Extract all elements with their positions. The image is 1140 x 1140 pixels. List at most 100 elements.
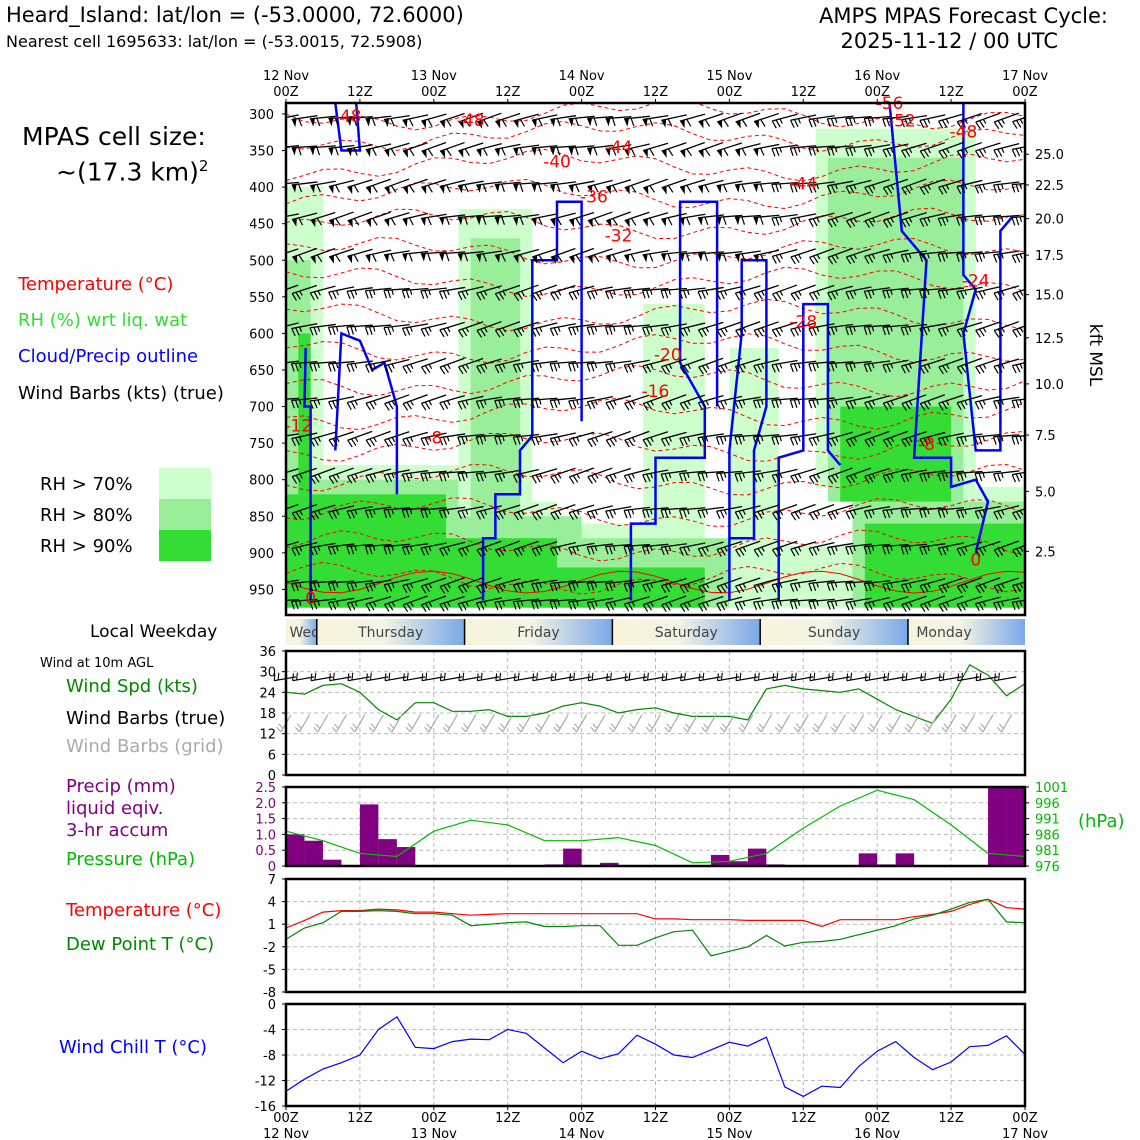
wind-barb-tick (586, 363, 591, 372)
kft-tick-label: 5.0 (1035, 485, 1056, 500)
wind-barb (532, 248, 558, 264)
wind-barb-tick (354, 400, 358, 406)
grid-barb-shaft (483, 714, 495, 733)
wind-barb-tick (446, 400, 451, 406)
wind-barb-shaft (421, 141, 447, 152)
surface-barb-tick (905, 672, 908, 681)
grid-barb-tick (886, 726, 892, 733)
wind-barb-tick (428, 400, 433, 406)
surface-wind-barb-true (846, 672, 869, 682)
wind-barb-tick (723, 119, 729, 127)
temperature-label: -48 (334, 107, 362, 127)
wind-barb-tick (365, 439, 372, 448)
wind-barb-shaft (402, 178, 428, 189)
wind-barb (956, 470, 983, 482)
wind-barb (568, 504, 595, 521)
wind-barb-tick (867, 148, 873, 157)
wind-barb-tick (927, 583, 931, 589)
wind-barb-tick (494, 436, 498, 445)
wind-barb-tick (956, 473, 960, 482)
wind-barb (919, 114, 946, 129)
wind-barb (641, 287, 669, 299)
wind-barb-tick (793, 600, 798, 610)
wind-barb (789, 397, 817, 409)
wind-barb-tick (683, 365, 690, 373)
wind-barb-tick (834, 362, 838, 369)
wind-barb-tick (993, 330, 1000, 338)
wind-barb-tick (997, 120, 1004, 128)
wind-barb-tick (945, 327, 949, 333)
pressure-tick-label: 800 (249, 474, 274, 489)
wind-barb-tick (350, 546, 355, 555)
wind-barb-tick (405, 509, 410, 518)
wind-barb (364, 506, 392, 519)
wind-barb-tick (531, 583, 536, 592)
wind-barb-tick (964, 364, 969, 370)
grid-barb-shaft (631, 714, 643, 733)
wind-barb-shaft (421, 113, 447, 122)
wind-barb-flag (347, 185, 353, 195)
wind-barb (937, 251, 965, 262)
grid-barb-shaft (612, 714, 625, 733)
wind-barb-tick (350, 510, 355, 519)
wind-barb (919, 142, 946, 159)
wind-barb-tick (406, 603, 412, 611)
wind-barb (550, 115, 577, 128)
wind-barb-tick (697, 473, 702, 482)
isotherm-line (286, 430, 1025, 462)
wind-barb (346, 115, 373, 127)
wind-barb-tick (353, 117, 358, 127)
wind-barb (716, 180, 743, 194)
wind-barb-tick (779, 510, 784, 516)
pressure-ytick-label: 981 (1035, 844, 1060, 859)
pressure-axis-title: (hPa) (1078, 811, 1125, 832)
wind-barb-tick (335, 218, 341, 226)
wind-barb-tick (797, 327, 802, 333)
wind-barb-tick (277, 601, 280, 609)
wind-barb-tick (919, 438, 925, 447)
wind-barb (550, 284, 576, 301)
wind-barb-tick (919, 120, 925, 129)
surface-barb-tick (864, 673, 867, 681)
wind-barb (586, 360, 614, 372)
grid-barb-tick (719, 726, 725, 733)
wind-barb (309, 431, 336, 447)
wind-barb (346, 467, 373, 484)
grid-barb-tick (500, 723, 506, 729)
wind-barb-tick (701, 547, 707, 556)
wind-barb-tick (438, 473, 443, 482)
wind-barb-tick (834, 117, 838, 124)
surface-wind-barb-true (513, 672, 537, 682)
wind-barb-tick (424, 473, 429, 482)
wind-barb-tick (720, 365, 726, 373)
wind-barb-tick (294, 582, 299, 591)
wind-barb-tick (512, 399, 517, 409)
surface-wind-barb-grid (350, 714, 366, 733)
wind-barb-shaft (753, 143, 780, 150)
wind-barb (771, 598, 798, 610)
wind-barb (734, 470, 761, 482)
wind-barb-tick (298, 399, 302, 405)
wind-barb-tick (387, 401, 394, 410)
wind-barb-tick (645, 546, 650, 555)
wind-barb-tick (650, 400, 654, 406)
wind-barb-tick (771, 475, 777, 483)
surface-barb-tick (794, 672, 797, 681)
surface-barb-tick (606, 673, 608, 681)
isotherm-line (286, 266, 1025, 298)
wind-barb (568, 361, 595, 372)
wind-barb-tick (705, 583, 710, 589)
wind-barb-tick (646, 583, 651, 592)
wind-barb-tick (771, 148, 776, 157)
wind-barb-tick (623, 510, 628, 519)
wind-barb-tick (867, 602, 873, 611)
wind-barb (826, 598, 854, 610)
wind-barb (587, 431, 613, 448)
wind-barb-tick (409, 436, 414, 442)
wind-barb-tick (687, 400, 691, 406)
wind-barb (771, 433, 798, 446)
wind-barb-tick (1015, 364, 1021, 373)
wind-barb-tick (428, 546, 432, 552)
wind-barb (512, 359, 540, 373)
wind-barb-tick (827, 220, 833, 228)
